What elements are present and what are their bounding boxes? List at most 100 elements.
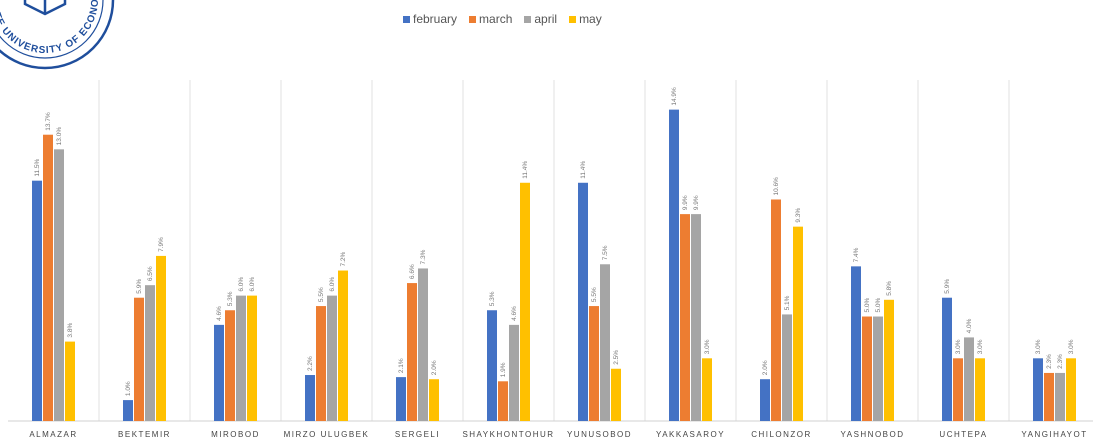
data-label: 2.1%: [398, 358, 405, 373]
data-label: 14.9%: [671, 87, 678, 106]
bar-april: [54, 149, 64, 422]
data-label: 11.4%: [580, 161, 587, 179]
bar-february: [305, 375, 315, 421]
bar-april: [145, 285, 155, 421]
bar-february: [32, 180, 42, 421]
data-label: 9.3%: [795, 208, 802, 223]
data-label: 5.5%: [591, 287, 598, 302]
data-label: 13.0%: [56, 127, 63, 146]
data-label: 5.3%: [227, 291, 234, 306]
data-label: 2.3%: [1057, 354, 1064, 369]
data-label: 7.2%: [340, 252, 347, 267]
bar-may: [975, 358, 985, 421]
bar-march: [1044, 372, 1054, 421]
bar-april: [509, 324, 519, 421]
bar-may: [338, 270, 348, 421]
bar-february: [123, 400, 133, 421]
data-label: 5.5%: [318, 287, 325, 302]
category-label: YANGIHAYOT: [1021, 430, 1087, 439]
data-label: 5.0%: [864, 297, 871, 312]
category-label: CHILONZOR: [751, 430, 812, 439]
bar-may: [247, 295, 257, 421]
legend-swatch: [403, 15, 410, 23]
data-label: 7.3%: [420, 249, 427, 264]
bar-may: [702, 358, 712, 421]
bar-april: [418, 268, 428, 421]
category-label: YASHNOBOD: [840, 430, 904, 439]
legend-label: march: [479, 12, 513, 26]
category-label: SHAYKHONTOHUR: [462, 430, 554, 439]
data-label: 4.6%: [216, 306, 223, 321]
university-logo: ATE UNIVERSITY OF ECONO: [0, 0, 115, 70]
bar-april: [600, 264, 610, 421]
bar-march: [225, 310, 235, 421]
data-label: 5.3%: [489, 291, 496, 306]
bar-march: [407, 283, 417, 421]
data-label: 9.9%: [693, 195, 700, 210]
chart-legend: february march april may: [403, 12, 602, 26]
legend-label: february: [413, 12, 458, 26]
bar-march: [953, 358, 963, 421]
bar-april: [327, 295, 337, 421]
legend-item-march: march: [469, 12, 512, 26]
data-label: 11.5%: [34, 159, 41, 177]
bar-may: [793, 226, 803, 421]
bar-march: [589, 306, 599, 421]
legend-swatch: [524, 15, 532, 23]
category-label: MIROBOD: [211, 430, 260, 439]
data-label: 6.6%: [409, 264, 416, 279]
legend-swatch: [469, 15, 477, 23]
data-label: 3.0%: [977, 339, 984, 354]
legend-item-may: may: [569, 12, 602, 26]
bar-march: [771, 199, 781, 421]
bar-april: [1055, 372, 1065, 421]
category-label: YAKKASAROY: [656, 430, 725, 439]
data-label: 3.0%: [704, 339, 711, 354]
bar-may: [884, 299, 894, 421]
bar-february: [942, 297, 952, 421]
bar-may: [611, 368, 621, 421]
data-label: 5.9%: [944, 279, 951, 294]
data-label: 1.0%: [125, 381, 132, 396]
data-label: 4.0%: [966, 318, 973, 333]
data-label: 5.9%: [136, 279, 143, 294]
bar-february: [1033, 358, 1043, 421]
bar-february: [578, 182, 588, 421]
bar-may: [520, 182, 530, 421]
bar-april: [691, 214, 701, 421]
data-label: 2.0%: [762, 360, 769, 375]
data-label: 3.0%: [955, 339, 962, 354]
bar-march: [680, 214, 690, 421]
bar-march: [134, 297, 144, 421]
data-label: 11.4%: [522, 161, 529, 179]
bar-april: [236, 295, 246, 421]
bar-april: [782, 314, 792, 421]
data-label: 6.0%: [249, 277, 256, 292]
bar-february: [396, 377, 406, 421]
data-label: 2.2%: [307, 356, 314, 371]
data-label: 6.0%: [238, 277, 245, 292]
data-label: 3.0%: [1035, 339, 1042, 354]
data-label: 9.9%: [682, 195, 689, 210]
bar-april: [964, 337, 974, 421]
bar-march: [498, 381, 508, 421]
category-label: BEKTEMIR: [118, 430, 171, 439]
bar-march: [43, 134, 53, 421]
data-label: 2.3%: [1046, 354, 1053, 369]
data-label: 2.0%: [431, 360, 438, 375]
category-label: MIRZO ULUGBEK: [284, 430, 370, 439]
data-label: 4.6%: [511, 306, 518, 321]
category-label: SERGELI: [395, 430, 440, 439]
data-label: 3.0%: [1068, 339, 1075, 354]
data-label: 1.9%: [500, 362, 507, 377]
legend-label: may: [579, 12, 602, 26]
data-label: 3.8%: [67, 323, 74, 338]
data-label: 10.6%: [773, 177, 780, 196]
bar-may: [1066, 358, 1076, 421]
category-label: ALMAZAR: [29, 430, 77, 439]
bar-february: [214, 324, 224, 421]
data-label: 5.8%: [886, 281, 893, 296]
bar-may: [65, 341, 75, 421]
legend-item-february: february: [403, 12, 457, 26]
bar-april: [873, 316, 883, 421]
